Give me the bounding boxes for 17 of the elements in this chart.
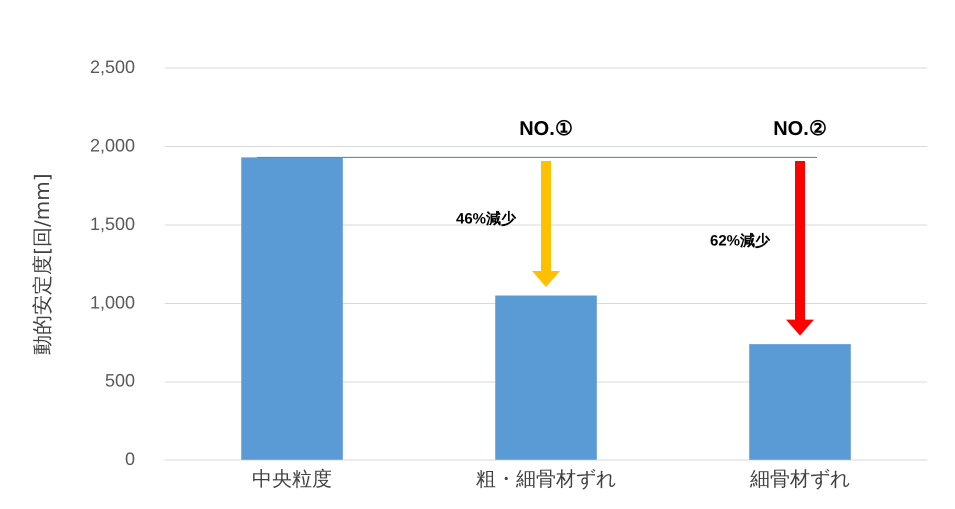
y-tick-label: 2,000: [90, 135, 136, 156]
y-tick-label: 0: [125, 449, 136, 470]
annotation: NO.②: [773, 118, 827, 140]
annotation: NO.①: [519, 118, 573, 140]
x-tick-label: 粗・細骨材ずれ: [476, 466, 616, 490]
bar: [749, 344, 851, 460]
y-axis-title: 動的安定度[回/mm]: [30, 173, 54, 355]
bar: [495, 295, 597, 460]
y-tick-label: 2,500: [90, 56, 136, 77]
annotation: 62%減少: [710, 232, 771, 250]
y-tick-label: 1,000: [90, 292, 136, 312]
x-tick-label: 中央粒度: [252, 466, 332, 490]
bar: [241, 157, 343, 460]
x-tick-label: 細骨材ずれ: [749, 466, 850, 490]
y-tick-label: 1,500: [90, 214, 136, 234]
y-tick-label: 500: [104, 370, 136, 391]
annotation: 46%減少: [456, 210, 518, 228]
